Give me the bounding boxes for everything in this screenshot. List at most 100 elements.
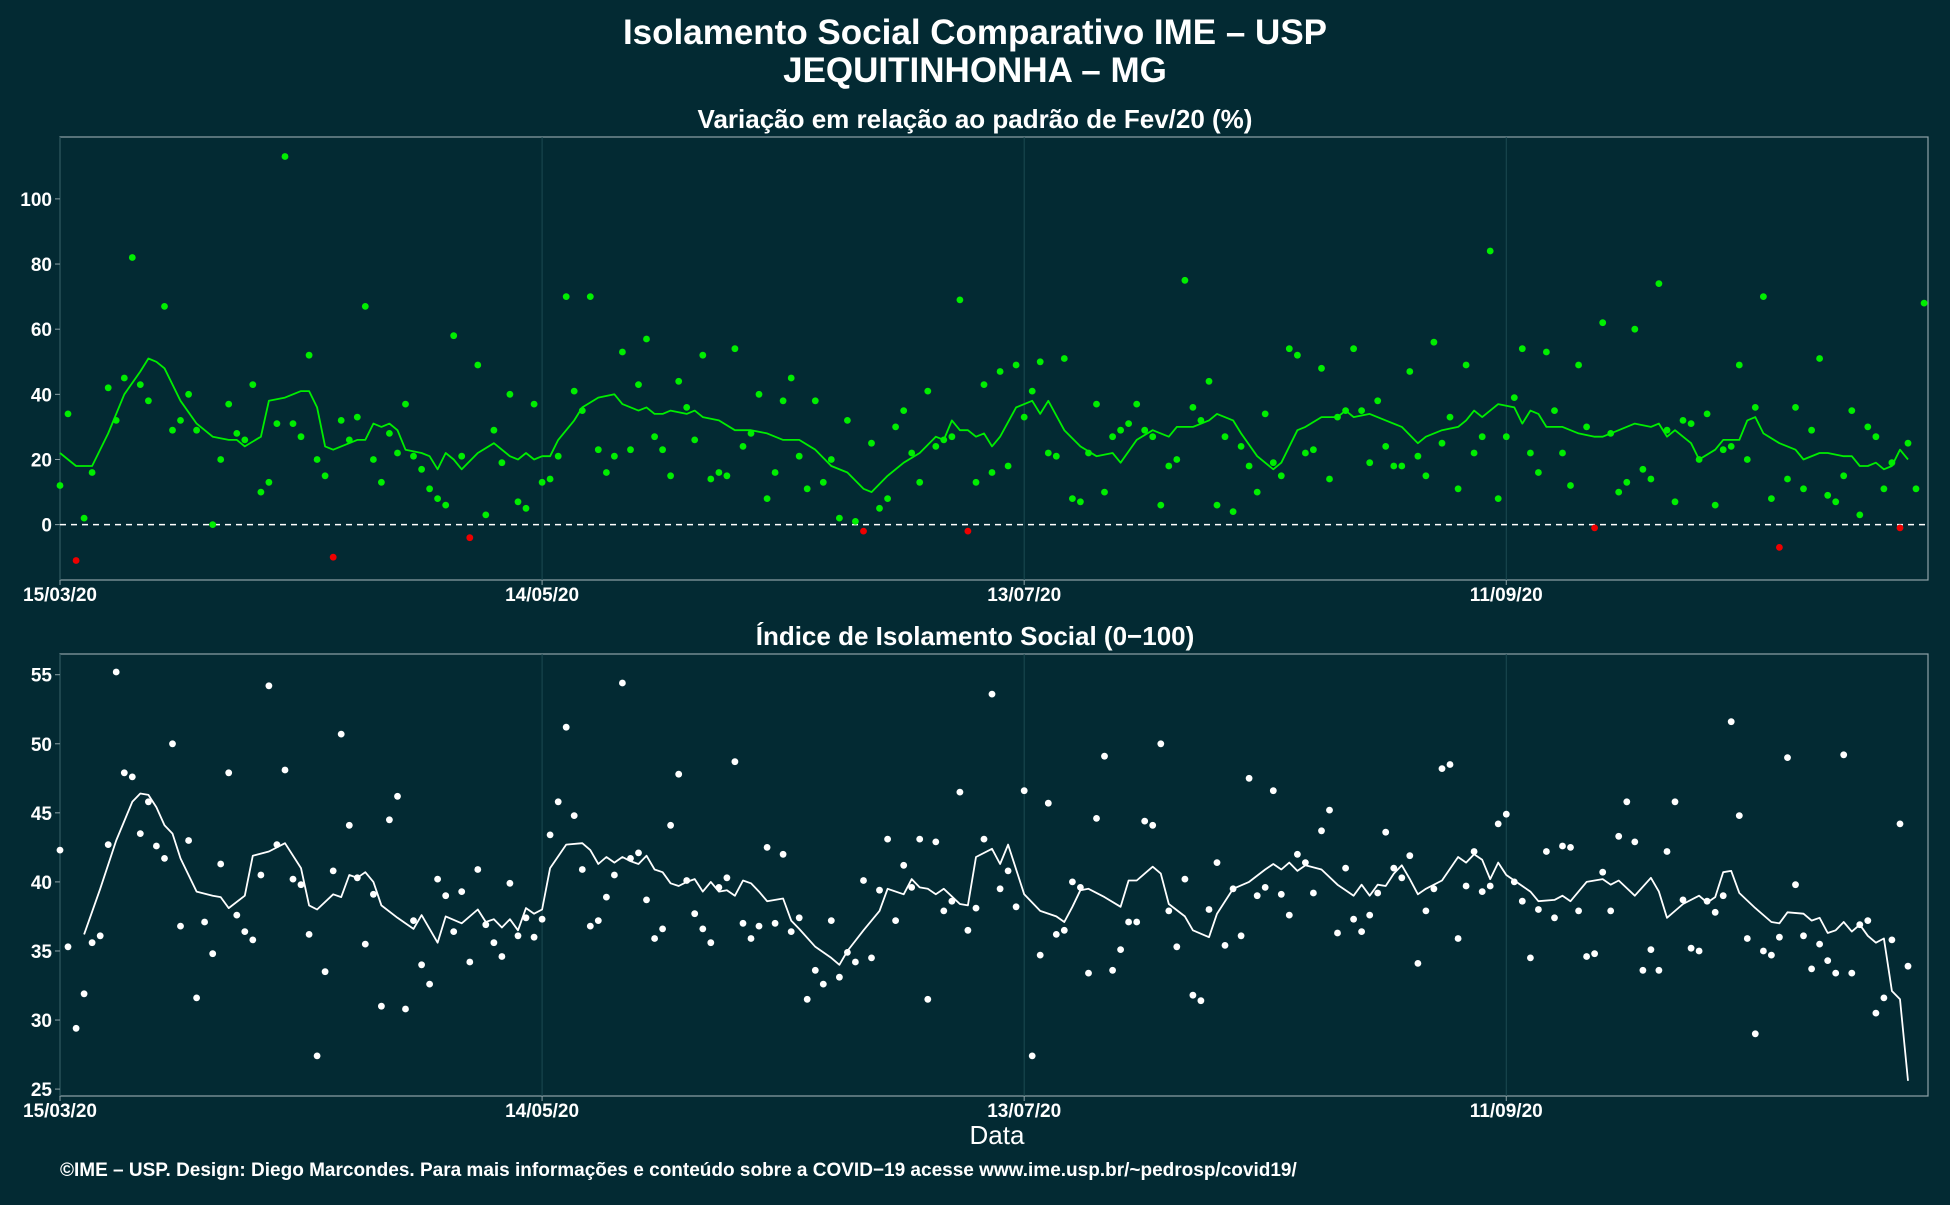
- variation-point: [1655, 280, 1663, 287]
- variation-point: [1253, 488, 1261, 496]
- variation-point: [1044, 449, 1052, 457]
- index-point: [1784, 754, 1791, 761]
- index-point: [1655, 966, 1663, 974]
- index-point: [1510, 878, 1518, 886]
- index-point: [1277, 890, 1285, 898]
- index-point: [1036, 951, 1044, 959]
- variation-point: [803, 485, 811, 493]
- variation-point: [1028, 387, 1036, 395]
- index-point: [651, 935, 658, 942]
- panel1-x-tick-label: 15/03/20: [23, 585, 97, 606]
- variation-point: [1776, 544, 1783, 551]
- index-point: [1623, 798, 1631, 806]
- variation-point: [1470, 449, 1478, 457]
- variation-point: [466, 534, 474, 542]
- index-point: [1245, 774, 1253, 782]
- variation-point: [1334, 413, 1341, 421]
- variation-point: [1639, 465, 1647, 473]
- index-point: [771, 919, 779, 927]
- variation-point: [1888, 459, 1896, 467]
- variation-point: [474, 361, 482, 369]
- variation-point: [940, 436, 948, 444]
- panel2-y-tick-label: 35: [31, 942, 53, 963]
- variation-point: [779, 397, 787, 405]
- variation-point: [1518, 345, 1526, 353]
- index-point: [112, 668, 120, 676]
- index-point: [530, 933, 538, 941]
- variation-point: [763, 495, 771, 502]
- variation-point: [635, 381, 642, 388]
- variation-point: [932, 443, 940, 450]
- index-point: [1020, 787, 1028, 795]
- variation-point: [1751, 404, 1759, 411]
- index-point: [996, 885, 1004, 893]
- variation-point: [378, 478, 385, 486]
- variation-point: [1816, 355, 1823, 362]
- index-point: [1422, 907, 1430, 915]
- index-point: [1808, 965, 1815, 973]
- variation-point: [80, 514, 88, 522]
- index-point: [1261, 884, 1269, 891]
- index-point: [1414, 960, 1422, 967]
- index-point: [313, 1052, 321, 1060]
- variation-point: [1012, 361, 1020, 369]
- index-point: [803, 995, 811, 1003]
- index-point: [1430, 885, 1438, 893]
- index-point: [1004, 867, 1012, 875]
- variation-point: [1020, 413, 1028, 421]
- variation-point: [852, 518, 859, 525]
- index-point: [241, 928, 249, 935]
- index-point: [1205, 906, 1213, 913]
- variation-point: [305, 351, 313, 359]
- index-point: [1069, 878, 1076, 886]
- index-point: [1165, 907, 1173, 915]
- variation-point: [1494, 495, 1502, 502]
- index-point: [64, 943, 72, 951]
- variation-point: [345, 436, 353, 444]
- index-point: [305, 931, 313, 938]
- variation-point: [72, 557, 80, 564]
- variation-point: [193, 426, 201, 434]
- panel1-plot: 15/03/20 14/05/20 13/07/20 11/09/20 0 20 40 60 8…: [20, 137, 1928, 606]
- variation-point: [924, 387, 932, 395]
- index-point: [1374, 889, 1382, 897]
- index-point: [819, 980, 827, 988]
- variation-point: [570, 387, 578, 395]
- variation-point: [1848, 407, 1856, 414]
- index-point: [1703, 897, 1711, 905]
- index-point: [1028, 1052, 1036, 1060]
- variation-point: [699, 351, 707, 359]
- index-point: [104, 841, 112, 848]
- index-point: [852, 958, 859, 966]
- variation-point: [1872, 433, 1880, 441]
- variation-point: [659, 446, 666, 454]
- variation-point: [627, 446, 634, 454]
- variation-point: [450, 332, 458, 340]
- index-point: [932, 838, 940, 846]
- index-point: [249, 936, 257, 944]
- index-point: [643, 896, 650, 904]
- variation-point: [747, 430, 755, 437]
- variation-point: [1390, 462, 1398, 470]
- index-point: [683, 877, 691, 884]
- index-point: [1012, 903, 1020, 911]
- index-point: [699, 925, 707, 933]
- index-point: [1358, 928, 1365, 935]
- index-point: [418, 961, 425, 969]
- index-point: [884, 835, 891, 843]
- index-point: [345, 821, 353, 829]
- panel1-y-tick-label: 100: [20, 190, 52, 211]
- index-point: [844, 949, 851, 956]
- index-point: [289, 875, 297, 883]
- variation-point: [1350, 345, 1357, 353]
- variation-point: [755, 390, 763, 398]
- index-point: [1872, 1009, 1880, 1017]
- index-point: [554, 798, 562, 806]
- variation-point: [715, 469, 723, 476]
- panel1-y-tick-label: 60: [31, 320, 52, 341]
- variation-point: [1422, 472, 1430, 480]
- index-point: [1575, 907, 1582, 915]
- index-point: [1197, 997, 1205, 1005]
- variation-point: [1486, 247, 1494, 255]
